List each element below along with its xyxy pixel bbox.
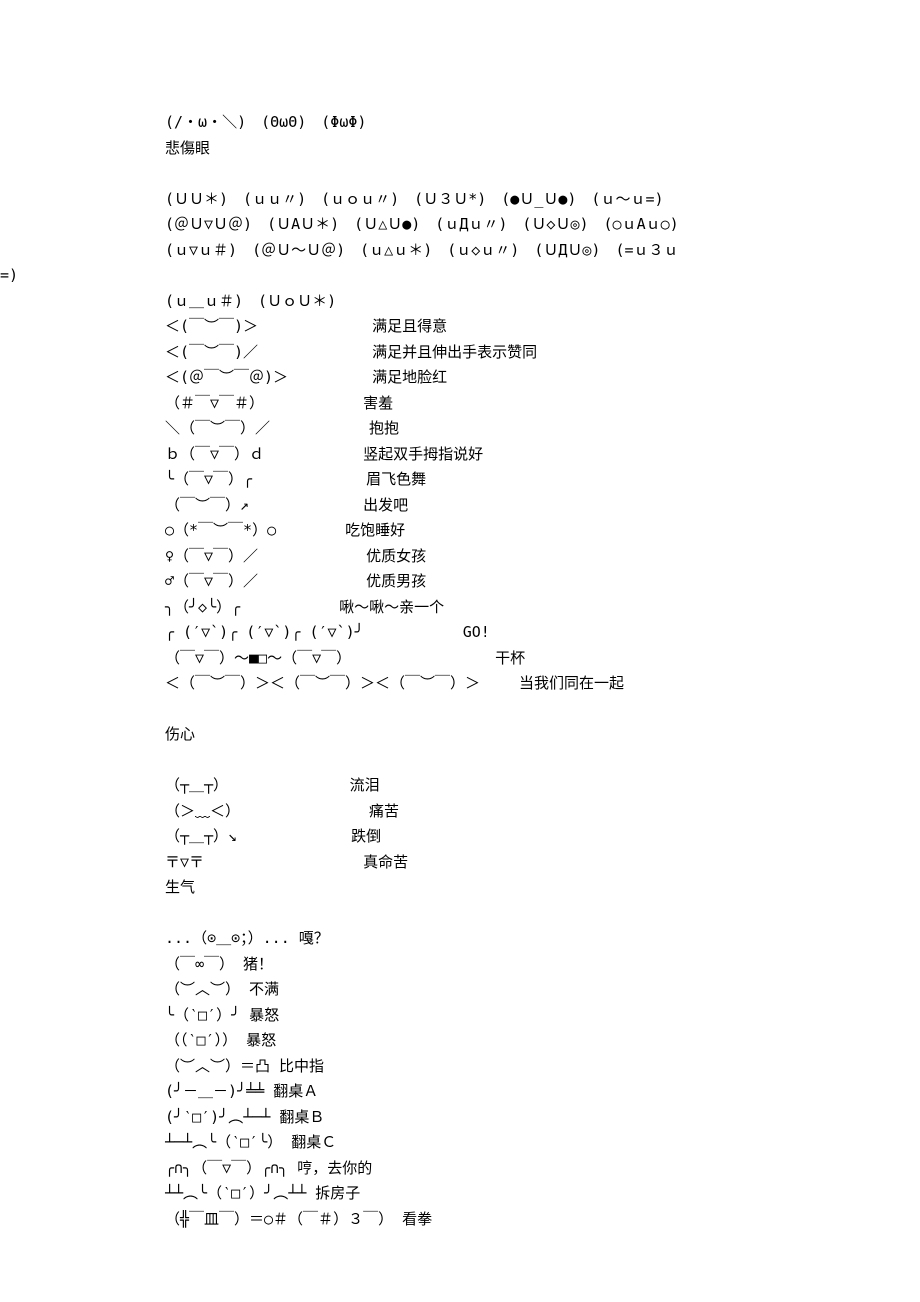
text-line: (＠Ｕ▽Ｕ＠) (ＵАＵ＊) (Ｕ△Ｕ●) (ｕДｕ〃) (Ｕ◇Ｕ◎) (○ｕА… [0, 212, 920, 238]
text-line: （┬＿┬）↘ 跌倒 [0, 824, 920, 850]
text-line: （︶︿︶）＝凸 比中指 [0, 1054, 920, 1080]
text-line: ┴┴︵╰（‵□′）╯︵┴┴ 拆房子 [0, 1181, 920, 1207]
text-line: ＼（￣︶￣）／ 抱抱 [0, 416, 920, 442]
text-line: (ｕ＿ｕ＃) (ＵｏＵ＊) [0, 289, 920, 315]
text-line: ♂（￣▽￣）／ 优质男孩 [0, 569, 920, 595]
text-line: (ｕ▽ｕ＃) (＠Ｕ～Ｕ＠) (ｕ△ｕ＊) (ｕ◇ｕ〃) (ＵДＵ◎) (=ｕ３… [0, 238, 920, 264]
text-line: (╯‵□′)╯︵┴─┴ 翻桌Ｂ [0, 1105, 920, 1131]
text-line: （￣▽￣）～■□～（￣▽￣） 干杯 [0, 646, 920, 672]
text-line [0, 161, 920, 187]
text-line: 悲傷眼 [0, 136, 920, 162]
text-line: （￣∞￣） 猪！ [0, 952, 920, 978]
text-line [0, 901, 920, 927]
text-line [0, 748, 920, 774]
text-line: （┬＿┬） 流泪 [0, 773, 920, 799]
text-line: 〒▽〒 真命苦 [0, 850, 920, 876]
text-line: （︶︿︶） 不满 [0, 977, 920, 1003]
text-line: （￣︶￣）↗ 出发吧 [0, 493, 920, 519]
text-line: （＃￣▽￣＃） 害羞 [0, 391, 920, 417]
text-line: ╰（￣▽￣）╭ 眉飞色舞 [0, 467, 920, 493]
document-page: (/・ω・＼) (ΘωΘ) (ΦωΦ)悲傷眼 (ＵＵ＊) (ｕｕ〃) (ｕｏｕ〃… [0, 0, 920, 1302]
text-line: ┴─┴︵╰（‵□′╰） 翻桌Ｃ [0, 1130, 920, 1156]
text-line: (╯－＿－)╯╧╧ 翻桌Ａ [0, 1079, 920, 1105]
text-line: （＞﹏＜） 痛苦 [0, 799, 920, 825]
text-line: ...（⊙＿⊙；）... 嘎？ [0, 926, 920, 952]
text-line: ╭∩╮（￣▽￣）╭∩╮ 哼，去你的 [0, 1156, 920, 1182]
text-line: ╰（‵□′）╯ 暴怒 [0, 1003, 920, 1029]
text-line: （╬￣皿￣）＝○＃（￣＃）３￣） 看拳 [0, 1207, 920, 1233]
text-line [0, 697, 920, 723]
text-line: ╮（╯◇╰）╭ 啾～啾～亲一个 [0, 595, 920, 621]
text-line: ｂ（￣▽￣）ｄ 竖起双手拇指说好 [0, 442, 920, 468]
text-line: 生气 [0, 875, 920, 901]
text-line: =) [0, 263, 920, 289]
text-line: ＜(￣︶￣)＞ 满足且得意 [0, 314, 920, 340]
text-line: (ＵＵ＊) (ｕｕ〃) (ｕｏｕ〃) (Ｕ３Ｕ*) (●Ｕ_Ｕ●) (ｕ～ｕ=) [0, 187, 920, 213]
text-line: (/・ω・＼) (ΘωΘ) (ΦωΦ) [0, 110, 920, 136]
text-line: ╭ (′▽`)╭ (′▽`)╭ (′▽`)╯ GO! [0, 620, 920, 646]
text-line: ＜(＠￣︶￣＠)＞ 满足地脸红 [0, 365, 920, 391]
text-line: ○（*￣︶￣*）○ 吃饱睡好 [0, 518, 920, 544]
text-line: ♀（￣▽￣）／ 优质女孩 [0, 544, 920, 570]
text-line: （（‵□′）） 暴怒 [0, 1028, 920, 1054]
text-line: ＜(￣︶￣)／ 满足并且伸出手表示赞同 [0, 340, 920, 366]
text-line: ＜（￣︶￣）＞＜（￣︶￣）＞＜（￣︶￣）＞ 当我们同在一起 [0, 671, 920, 697]
text-line: 伤心 [0, 722, 920, 748]
